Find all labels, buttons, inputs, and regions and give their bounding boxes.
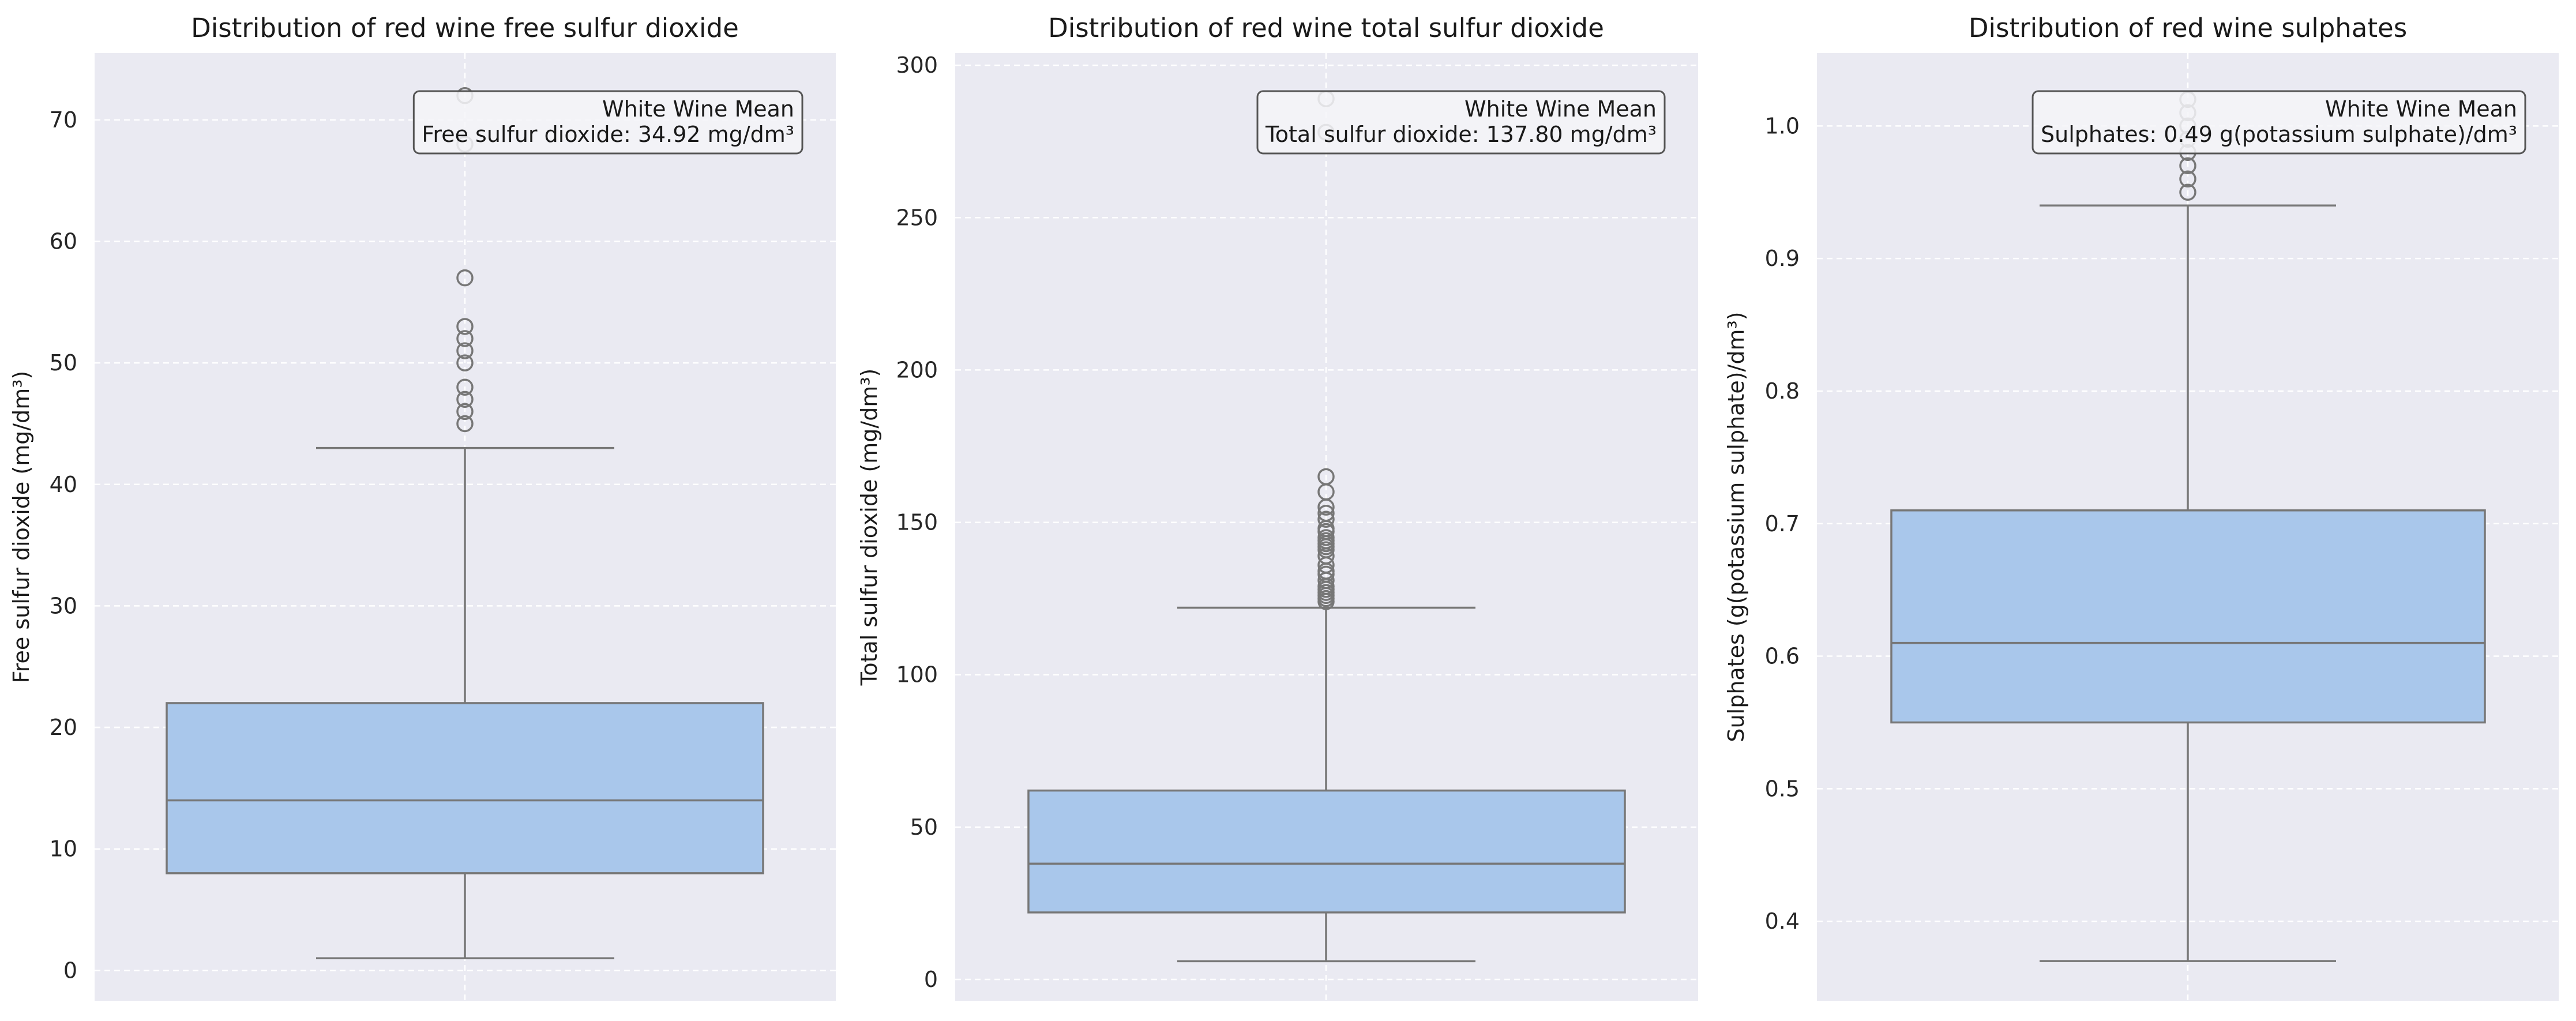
chart-title: Distribution of red wine total sulfur di… <box>1048 13 1604 43</box>
annotation-title: White Wine Mean <box>2325 96 2517 122</box>
y-axis-label: Sulphates (g(potassium sulphate)/dm³) <box>1723 311 1749 742</box>
annotation-box <box>1256 90 1666 155</box>
y-tick-label: 0 <box>63 958 77 983</box>
y-tick-label: 0.6 <box>1765 644 1800 669</box>
y-tick-label: 40 <box>50 472 77 497</box>
annotation-title: White Wine Mean <box>602 96 794 122</box>
y-tick-label: 70 <box>50 107 77 133</box>
y-tick-label: 0.5 <box>1765 776 1800 801</box>
outlier-point <box>456 378 474 396</box>
y-tick-label: 250 <box>896 205 938 230</box>
outlier-point <box>1317 511 1335 528</box>
y-tick-label: 300 <box>896 52 938 78</box>
y-tick-label: 0.4 <box>1765 909 1800 934</box>
outlier-point <box>456 415 474 433</box>
outlier-point <box>456 318 474 335</box>
y-tick-label: 0.8 <box>1765 378 1800 404</box>
y-tick-label: 50 <box>910 814 938 840</box>
y-tick-label: 0.7 <box>1765 511 1800 536</box>
y-tick-label: 100 <box>896 662 938 688</box>
annotation-box <box>2031 90 2526 155</box>
y-axis-label: Total sulfur dioxide (mg/dm³) <box>857 369 882 686</box>
annotation-value: Sulphates: 0.49 g(potassium sulphate)/dm… <box>2041 122 2517 147</box>
annotation-value: Free sulfur dioxide: 34.92 mg/dm³ <box>422 122 794 147</box>
iqr-box <box>1890 509 2486 724</box>
y-tick-label: 0 <box>924 967 938 992</box>
y-tick-label: 0.9 <box>1765 246 1800 271</box>
outlier-point <box>2179 170 2196 188</box>
chart-panel-3: 0.4 0.5 0.6 0.7 0.8 0.9 1.0 Sulphates (g(potass… <box>1723 13 2559 1001</box>
outlier-point <box>1317 468 1335 486</box>
y-tick-label: 50 <box>50 350 77 376</box>
chart-panel-1: 0 10 20 30 40 50 60 70 Free sulfur dioxide (mg/d… <box>9 13 836 1001</box>
y-tick-label: 10 <box>50 836 77 862</box>
iqr-box <box>1027 789 1626 914</box>
iqr-box <box>166 702 764 874</box>
y-tick-label: 150 <box>896 510 938 535</box>
y-axis-label: Free sulfur dioxide (mg/dm³) <box>9 371 34 684</box>
outlier-point <box>2179 183 2196 201</box>
outlier-point <box>1317 504 1335 522</box>
y-tick-label: 60 <box>50 228 77 254</box>
annotation-title: White Wine Mean <box>1465 96 1657 122</box>
y-tick-label: 200 <box>896 357 938 382</box>
outlier-point <box>456 354 474 371</box>
chart-title: Distribution of red wine free sulfur dio… <box>191 13 739 43</box>
y-tick-label: 20 <box>50 715 77 740</box>
outlier-point <box>456 342 474 359</box>
chart-title: Distribution of red wine sulphates <box>1969 13 2407 43</box>
outlier-point <box>1317 529 1335 546</box>
outlier-point <box>456 269 474 287</box>
outlier-point <box>456 403 474 421</box>
annotation-value: Total sulfur dioxide: 137.80 mg/dm³ <box>1265 122 1657 147</box>
y-tick-label: 30 <box>50 593 77 618</box>
y-tick-label: 1.0 <box>1765 113 1800 138</box>
chart-panel-2: 0 50 100 150 200 250 300 Total sulfur dioxide (… <box>857 13 1698 1001</box>
outlier-point <box>456 330 474 347</box>
annotation-box <box>412 90 803 155</box>
outlier-point <box>456 391 474 408</box>
outlier-point <box>2179 157 2196 175</box>
